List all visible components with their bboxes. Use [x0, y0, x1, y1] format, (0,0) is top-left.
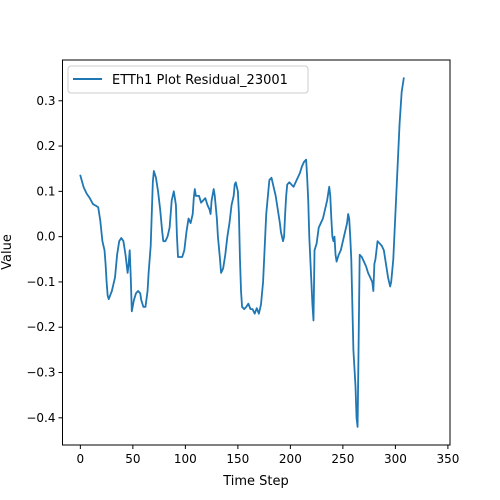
x-tick-label: 100 — [174, 452, 197, 466]
y-tick-label: 0.3 — [36, 94, 55, 108]
y-tick-label: −0.4 — [26, 411, 55, 425]
legend: ETTh1 Plot Residual_23001 — [67, 65, 309, 94]
x-axis-label: Time Step — [222, 474, 289, 489]
series-layer — [79, 77, 405, 428]
y-tick-label: 0.0 — [36, 230, 55, 244]
y-tick-label: 0.2 — [36, 139, 55, 153]
series-line — [79, 77, 405, 428]
x-tick-label: 250 — [331, 452, 354, 466]
x-tick-label: 350 — [436, 452, 459, 466]
y-axis-label: Value — [0, 234, 15, 270]
x-tick-label: 150 — [226, 452, 249, 466]
ticks-layer: 0 50 100 150 200 250 300 350 −0.4 −0.3 −0.2 −0.1 0.0… — [26, 94, 459, 466]
x-tick-label: 200 — [279, 452, 302, 466]
y-tick-label: −0.3 — [26, 366, 55, 380]
x-tick-label: 50 — [125, 452, 140, 466]
legend-label: ETTh1 Plot Residual_23001 — [112, 73, 288, 88]
y-tick-label: −0.1 — [26, 275, 55, 289]
plot-frame — [62, 59, 451, 446]
y-tick-label: −0.2 — [26, 320, 55, 334]
x-tick-label: 0 — [77, 452, 85, 466]
legend-box — [67, 65, 309, 94]
x-tick-label: 300 — [384, 452, 407, 466]
y-tick-label: 0.1 — [36, 184, 55, 198]
